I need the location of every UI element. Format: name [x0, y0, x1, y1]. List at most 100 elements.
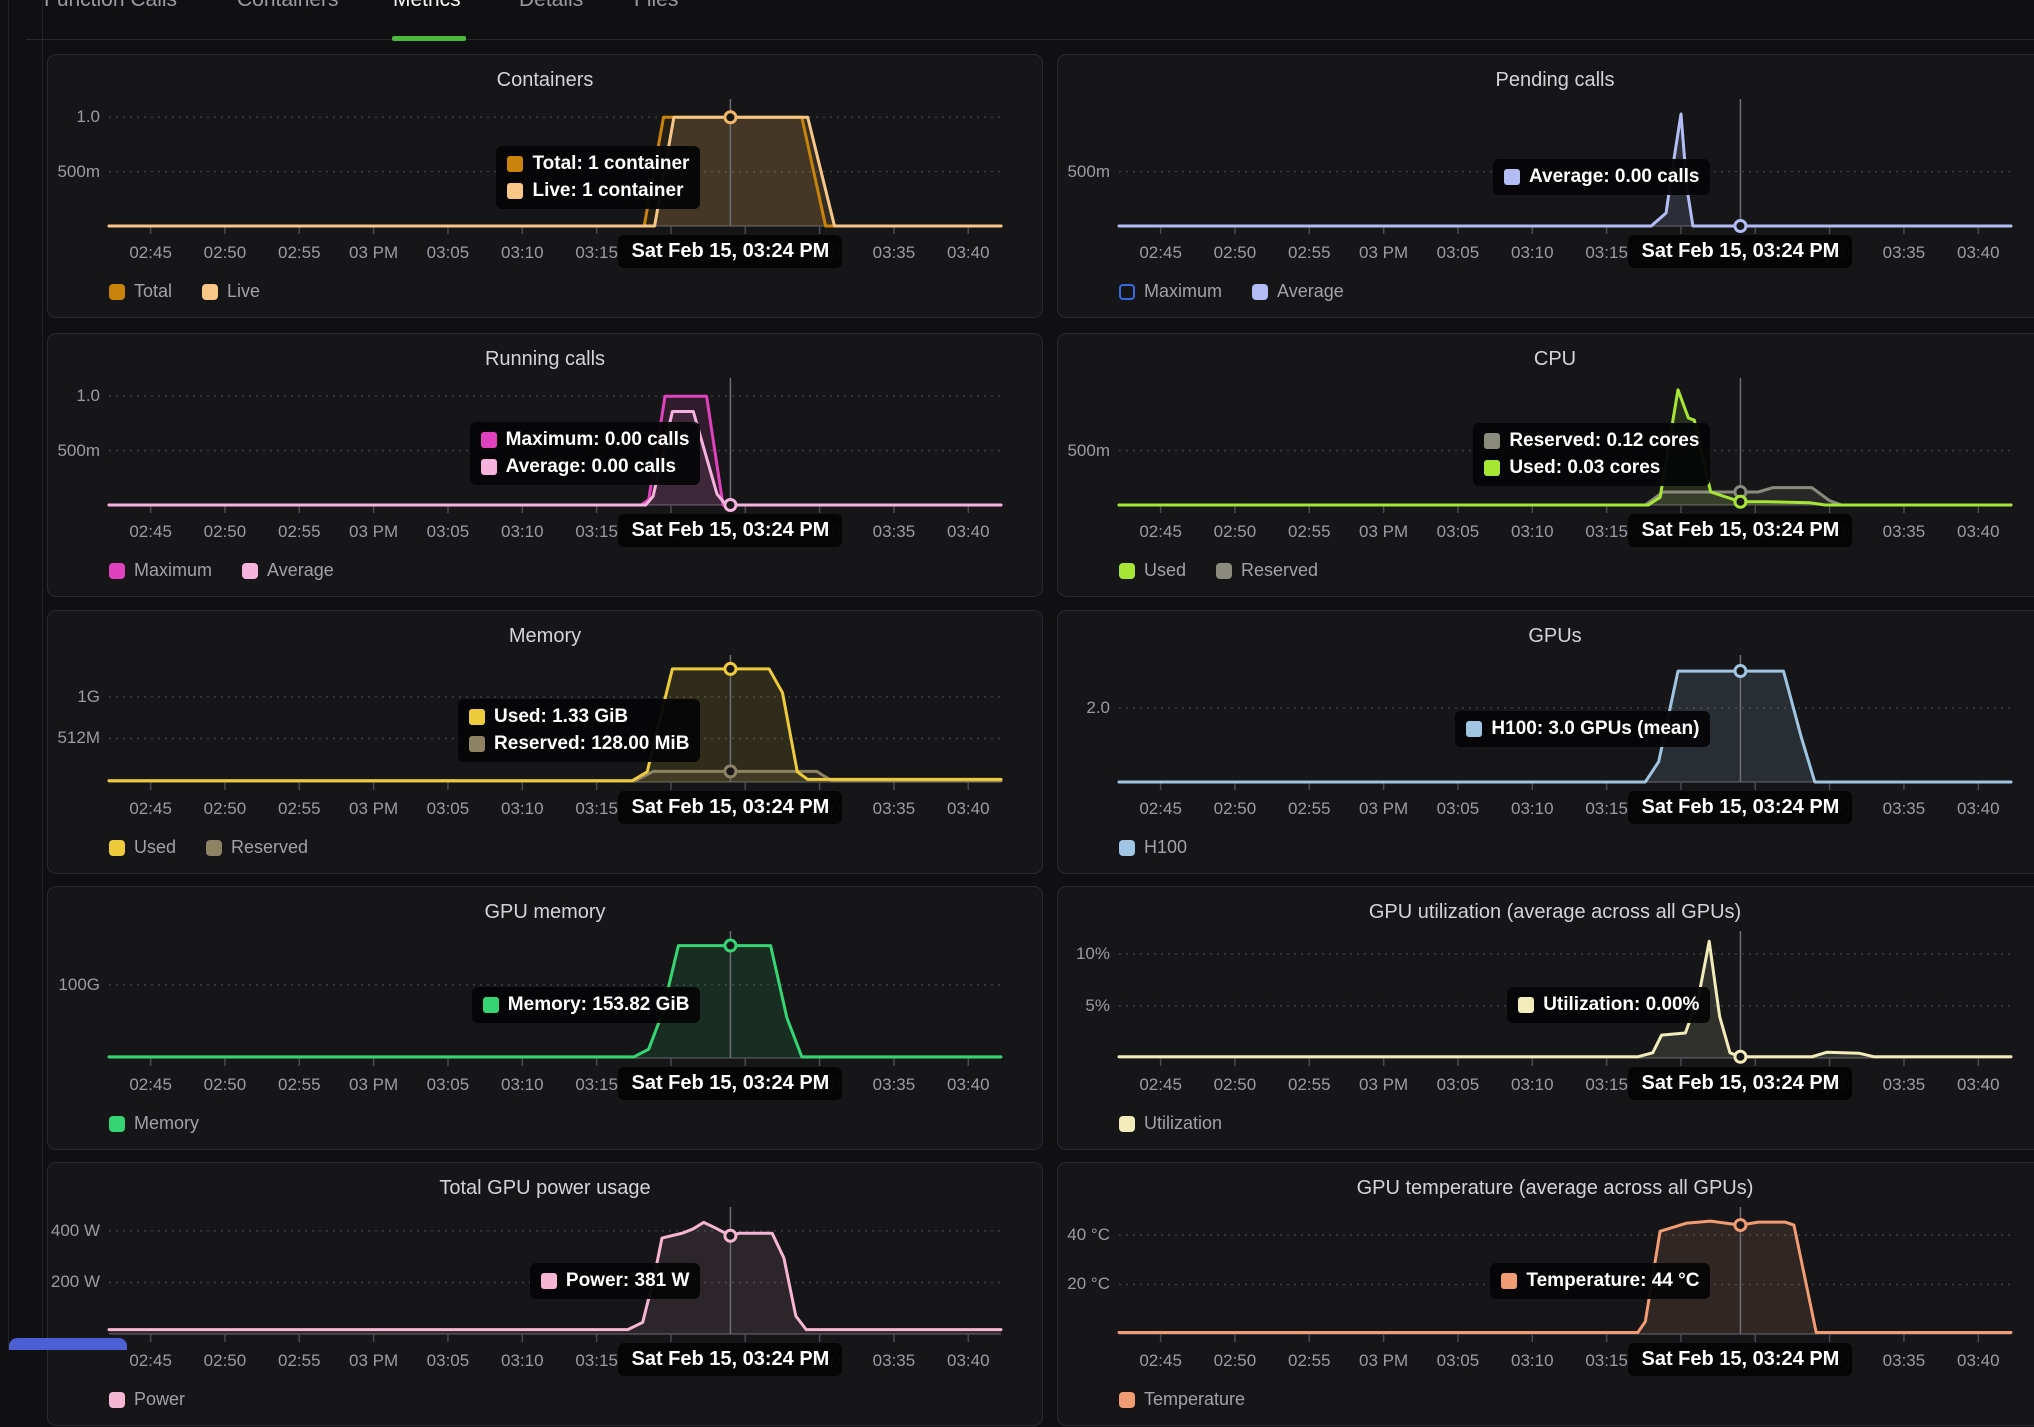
x-axis-label: 03:35 [1882, 1351, 1926, 1370]
x-axis-label: 02:55 [1288, 799, 1331, 818]
legend-swatch [109, 283, 125, 300]
y-axis-label: 512M [57, 728, 100, 748]
crosshair-date-tooltip: Sat Feb 15, 03:24 PM [1628, 1343, 1853, 1376]
chart-canvas-pending-calls[interactable] [1058, 55, 2034, 319]
x-axis-label: 02:45 [129, 243, 172, 262]
legend-label: Maximum [134, 560, 213, 580]
legend-swatch [1119, 562, 1135, 579]
chart-title: Memory [508, 625, 582, 647]
tooltip-text: Total: 1 container [532, 153, 690, 174]
tab-function-calls[interactable]: Function Calls [44, 0, 177, 13]
page-left-border [8, 0, 9, 1350]
x-axis-label: 03:40 [1957, 1351, 2000, 1370]
legend-item-maximum[interactable]: Maximum [109, 560, 212, 581]
tab-metrics[interactable]: Metrics [393, 0, 461, 13]
tooltip-swatch [1484, 433, 1501, 449]
legend-item-utilization[interactable]: Utilization [1119, 1113, 1222, 1134]
series-fill-temperature [1119, 1221, 2011, 1334]
chart-title: GPU temperature (average across all GPUs… [1356, 1177, 1754, 1199]
tooltip-text: Temperature: 44 °C [1526, 1270, 1700, 1291]
chart-title: Containers [496, 69, 594, 91]
x-axis-label: 03:40 [947, 522, 990, 541]
chart-panel-gpus: GPUs 2.0 02:45 02:50 02:55 03 PM 03:05 03:10 03:… [1057, 610, 2034, 874]
tab-bar-separator [26, 39, 2034, 40]
chart-canvas-gpu-temperature[interactable] [1058, 1163, 2034, 1427]
tooltip-swatch [507, 156, 524, 172]
legend-item-average[interactable]: Average [1252, 281, 1344, 302]
tooltip-row: Live: 1 container [507, 180, 689, 202]
x-axis-label: 02:50 [1213, 1351, 1257, 1370]
legend-label: Live [227, 281, 261, 301]
x-axis-label: 03:10 [501, 243, 544, 262]
legend-item-reserved[interactable]: Reserved [206, 837, 308, 858]
hover-marker [1733, 664, 1748, 679]
chart-canvas-gpus[interactable] [1058, 611, 2034, 875]
crosshair-date-tooltip: Sat Feb 15, 03:24 PM [1628, 791, 1853, 824]
legend-item-power[interactable]: Power [109, 1389, 185, 1410]
chart-panel-gpu-temperature: GPU temperature (average across all GPUs… [1057, 1162, 2034, 1426]
x-axis-label: 03 PM [349, 799, 399, 818]
tooltip-swatch [1484, 460, 1501, 476]
x-axis-label: 02:55 [278, 799, 321, 818]
legend-label: Reserved [1241, 560, 1319, 580]
crosshair-date-tooltip: Sat Feb 15, 03:24 PM [618, 791, 843, 824]
hover-marker [1733, 1049, 1748, 1064]
metrics-dashboard: { "tabs": { "items": [ {"label": "Functi… [8, 0, 2034, 1426]
legend-label: Total [134, 281, 173, 301]
chart-canvas-gpu-power[interactable] [48, 1163, 1044, 1427]
series-line-average [1117, 112, 2013, 228]
tab-containers[interactable]: Containers [237, 0, 339, 13]
legend-item-memory[interactable]: Memory [109, 1113, 199, 1134]
legend-item-total[interactable]: Total [109, 281, 172, 302]
x-axis-label: 03:35 [1882, 243, 1926, 262]
series-fill-reserved [1119, 487, 2011, 505]
chart-legend: Used Reserved [109, 837, 308, 858]
legend-item-used[interactable]: Used [1119, 560, 1186, 581]
y-axis-label: 500m [57, 440, 100, 460]
y-axis-label: 500m [1067, 161, 1110, 181]
series-fill-memory [109, 945, 1001, 1058]
legend-item-temperature[interactable]: Temperature [1119, 1389, 1245, 1410]
legend-item-average[interactable]: Average [242, 560, 334, 581]
y-axis-label: 1G [77, 686, 100, 706]
x-axis-label: 03:40 [947, 1351, 990, 1370]
legend-item-reserved[interactable]: Reserved [1216, 560, 1318, 581]
x-axis-label: 03:15 [575, 1075, 618, 1094]
peeking-widget-button[interactable] [9, 1338, 127, 1350]
legend-item-used[interactable]: Used [109, 837, 176, 858]
crosshair-date-tooltip: Sat Feb 15, 03:24 PM [618, 1343, 843, 1376]
series-fill-total [109, 117, 1001, 226]
x-axis-label: 02:50 [1213, 522, 1257, 541]
legend-item-maximum[interactable]: Maximum [1119, 281, 1222, 302]
y-axis-label: 1.0 [76, 386, 100, 406]
x-axis-label: 02:45 [1139, 1075, 1182, 1094]
x-axis-label: 03:35 [1882, 799, 1926, 818]
tooltip-text: Maximum: 0.00 calls [505, 429, 690, 450]
x-axis-label: 02:55 [1288, 1351, 1331, 1370]
chart-canvas-containers[interactable] [48, 55, 1044, 319]
tab-files[interactable]: Files [634, 0, 678, 13]
x-axis-label: 02:50 [203, 243, 247, 262]
x-axis-label: 03 PM [349, 522, 399, 541]
chart-canvas-memory[interactable] [48, 611, 1044, 875]
tooltip-text: Average: 0.00 calls [505, 456, 677, 477]
y-axis-label: 5% [1085, 995, 1110, 1015]
legend-item-h100[interactable]: H100 [1119, 837, 1187, 858]
chart-canvas-gpu-utilization[interactable] [1058, 887, 2034, 1151]
chart-canvas-running-calls[interactable] [48, 334, 1044, 598]
tab-details[interactable]: Details [519, 0, 583, 13]
chart-legend: Memory [109, 1113, 199, 1134]
chart-canvas-cpu[interactable] [1058, 334, 2034, 598]
hover-tooltip: Utilization: 0.00% [1507, 987, 1711, 1023]
hover-tooltip: H100: 3.0 GPUs (mean) [1455, 711, 1711, 747]
x-axis-label: 03:35 [872, 799, 916, 818]
hover-marker [1733, 219, 1748, 233]
x-axis-label: 03:35 [872, 522, 916, 541]
x-axis-label: 03:10 [1511, 1351, 1554, 1370]
legend-item-live[interactable]: Live [202, 281, 260, 302]
chart-canvas-gpu-memory[interactable] [48, 887, 1044, 1151]
tooltip-row: Average: 0.00 calls [1504, 166, 1699, 188]
legend-label: Reserved [231, 837, 309, 857]
tooltip-row: Maximum: 0.00 calls [480, 429, 690, 451]
y-axis-label: 20 °C [1067, 1274, 1110, 1294]
